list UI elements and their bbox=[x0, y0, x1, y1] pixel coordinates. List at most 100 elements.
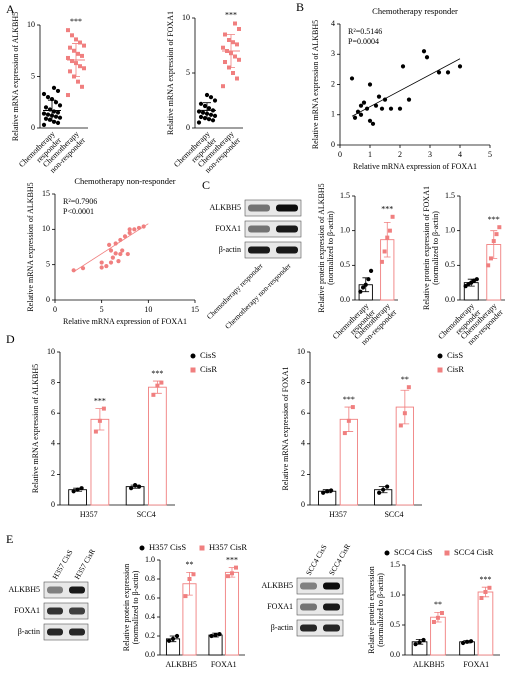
data-point bbox=[136, 225, 142, 231]
blot-band bbox=[47, 607, 63, 615]
data-point bbox=[387, 228, 392, 233]
data-point bbox=[237, 57, 241, 62]
data-point bbox=[464, 639, 470, 644]
blot-row-label: FOXA1 bbox=[215, 224, 241, 233]
x-tick-label: 15 bbox=[191, 305, 199, 314]
data-point bbox=[120, 248, 125, 253]
y-tick-label: 6 bbox=[301, 408, 305, 417]
data-point bbox=[155, 383, 160, 388]
data-point bbox=[187, 577, 192, 581]
data-point bbox=[79, 486, 84, 491]
fit-line bbox=[73, 223, 149, 273]
data-point bbox=[233, 54, 237, 59]
blot-band bbox=[276, 246, 298, 254]
y-tick-label: 0.8 bbox=[145, 574, 155, 583]
y-axis-label: (normalized to β-actin) bbox=[131, 570, 140, 644]
y-tick-label: 0 bbox=[331, 140, 335, 149]
data-point bbox=[116, 259, 121, 264]
significance: ** bbox=[401, 375, 409, 384]
blot-strip bbox=[296, 619, 344, 637]
blot-lane-label: H357 CisR bbox=[72, 547, 97, 581]
blot-band bbox=[47, 586, 63, 594]
legend-marker bbox=[384, 550, 390, 556]
y-tick-label: 10 bbox=[47, 347, 55, 356]
data-point bbox=[82, 66, 86, 71]
blot-strip bbox=[43, 581, 89, 599]
data-point bbox=[424, 55, 430, 60]
data-point bbox=[229, 571, 234, 576]
annotation: R²=0.7906 bbox=[63, 197, 97, 206]
data-point bbox=[55, 110, 61, 115]
blot-band bbox=[47, 628, 63, 636]
blot-band bbox=[323, 582, 340, 590]
data-point bbox=[76, 51, 80, 56]
y-tick-label: 1.5 bbox=[390, 560, 400, 569]
y-axis-label: Relative mRNA expression of FOXA1 bbox=[281, 367, 290, 491]
blot-band bbox=[69, 628, 85, 636]
blot-strip bbox=[296, 598, 344, 616]
blot-row-label: β-actin bbox=[271, 623, 293, 632]
blot-lane-label: SCC4 CisR bbox=[327, 542, 352, 577]
data-point bbox=[329, 488, 334, 493]
blot-band bbox=[323, 603, 340, 611]
bar bbox=[339, 418, 358, 506]
data-point bbox=[373, 103, 379, 108]
x-tick-label: SCC4 bbox=[137, 510, 156, 519]
data-point bbox=[57, 115, 63, 120]
data-point bbox=[364, 106, 370, 111]
data-point bbox=[421, 49, 427, 54]
data-point bbox=[208, 112, 214, 117]
data-point bbox=[127, 227, 132, 232]
y-tick-label: 0.0 bbox=[390, 650, 400, 659]
data-point bbox=[118, 237, 123, 243]
data-point bbox=[170, 636, 176, 641]
data-point bbox=[382, 97, 388, 102]
data-point bbox=[82, 43, 86, 48]
blot-band bbox=[69, 607, 85, 615]
fit-line bbox=[351, 58, 461, 117]
data-point bbox=[487, 585, 492, 590]
data-point bbox=[212, 98, 218, 103]
data-point bbox=[488, 256, 493, 261]
data-point bbox=[397, 106, 403, 111]
legend-marker bbox=[190, 353, 196, 359]
data-point bbox=[413, 642, 418, 647]
data-point bbox=[151, 392, 156, 397]
data-point bbox=[210, 118, 216, 123]
y-tick-label: 0 bbox=[301, 500, 305, 509]
y-tick-label: 0.6 bbox=[145, 593, 155, 602]
significance: *** bbox=[343, 395, 355, 404]
data-point bbox=[460, 640, 466, 646]
bar bbox=[68, 489, 87, 506]
data-point bbox=[174, 633, 180, 639]
data-point bbox=[421, 637, 426, 643]
data-point bbox=[370, 121, 376, 126]
data-point bbox=[212, 113, 218, 118]
data-point bbox=[196, 120, 202, 125]
y-axis-label: Relative mRNA expression of ALKBH5 bbox=[11, 12, 20, 141]
data-point bbox=[78, 40, 82, 45]
data-point bbox=[382, 249, 387, 254]
blot-band bbox=[276, 225, 298, 233]
legend-marker bbox=[437, 353, 443, 359]
data-point bbox=[213, 632, 218, 638]
sd-bar bbox=[48, 99, 56, 122]
y-axis-label: Relative protein expression bbox=[367, 566, 376, 654]
y-axis-label: (normalized to β-actin) bbox=[376, 573, 385, 647]
y-tick-label: 8 bbox=[301, 377, 305, 386]
legend-marker bbox=[139, 545, 145, 551]
data-point bbox=[66, 55, 70, 60]
data-point bbox=[325, 489, 330, 494]
blot-lane-label: SCC4 CisS bbox=[304, 543, 329, 577]
data-point bbox=[439, 611, 444, 615]
data-point bbox=[233, 21, 237, 26]
x-tick-label: 0 bbox=[338, 150, 342, 159]
data-point bbox=[346, 418, 351, 423]
data-point bbox=[166, 638, 172, 643]
y-tick-label: 0.0 bbox=[340, 295, 350, 304]
y-tick-label: 5 bbox=[46, 259, 50, 268]
data-point bbox=[361, 100, 367, 105]
y-tick-label: 0 bbox=[51, 500, 55, 509]
data-point bbox=[204, 92, 210, 98]
data-point bbox=[47, 117, 53, 122]
